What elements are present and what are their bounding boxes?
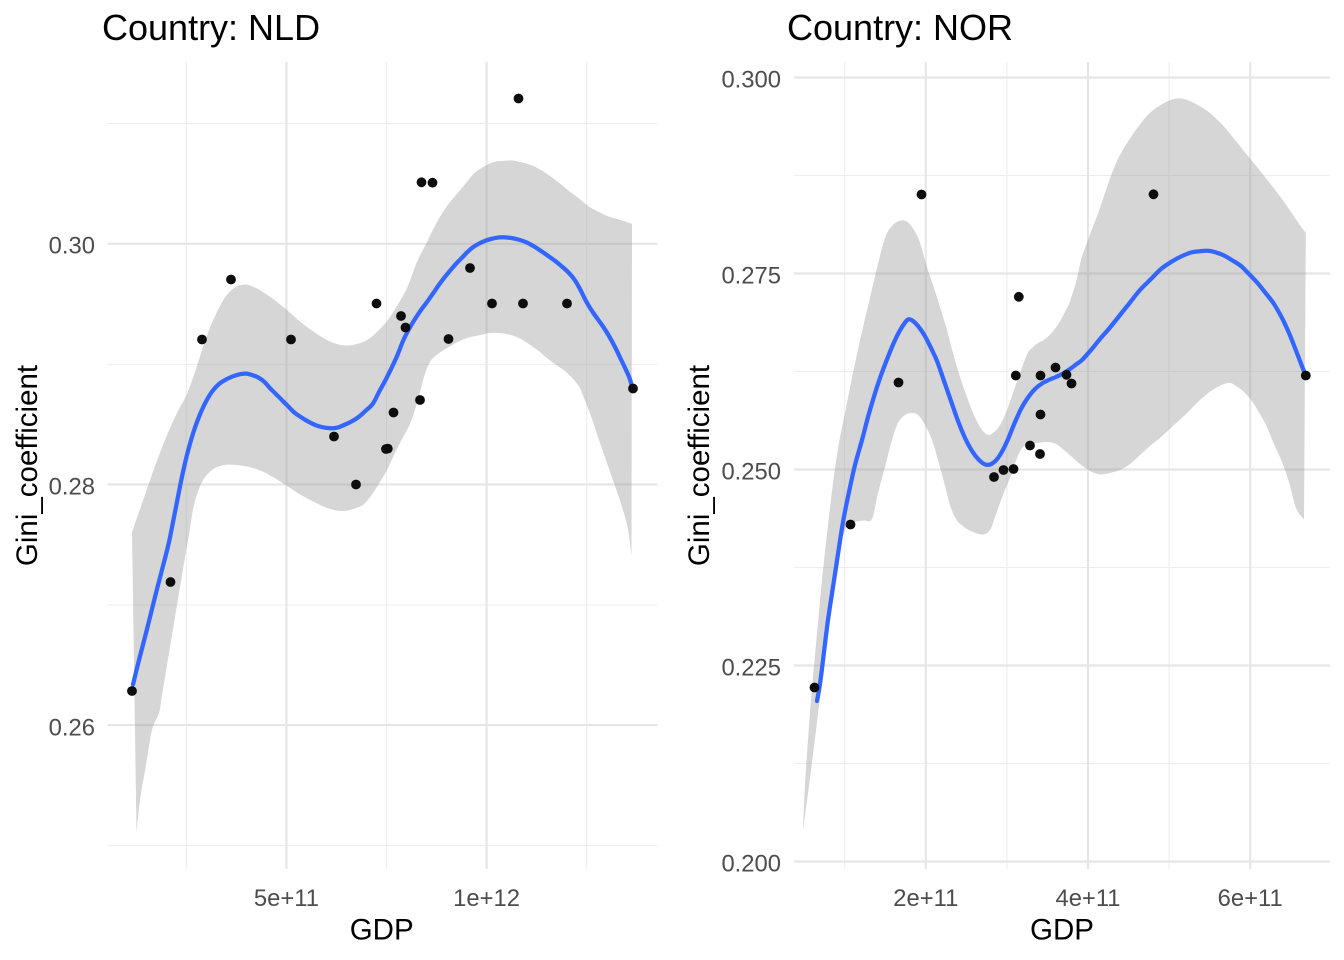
svg-text:6e+11: 6e+11: [1218, 885, 1283, 912]
svg-text:0.275: 0.275: [721, 263, 781, 290]
svg-text:0.28: 0.28: [49, 474, 95, 501]
svg-text:2e+11: 2e+11: [893, 885, 958, 912]
svg-text:1e+12: 1e+12: [453, 885, 520, 912]
svg-text:0.30: 0.30: [49, 233, 95, 260]
svg-text:0.300: 0.300: [721, 67, 781, 94]
svg-text:0.200: 0.200: [721, 851, 781, 878]
svg-text:5e+11: 5e+11: [254, 885, 319, 912]
svg-text:0.225: 0.225: [721, 655, 781, 682]
svg-text:4e+11: 4e+11: [1055, 885, 1120, 912]
svg-text:GDP: GDP: [350, 914, 414, 947]
svg-text:GDP: GDP: [1030, 914, 1094, 947]
svg-text:Gini_coefficient: Gini_coefficient: [683, 365, 716, 566]
svg-text:Country: NOR: Country: NOR: [787, 7, 1013, 48]
svg-text:0.26: 0.26: [49, 714, 95, 741]
svg-text:Gini_coefficient: Gini_coefficient: [11, 365, 44, 566]
svg-text:0.250: 0.250: [721, 459, 781, 486]
svg-text:Country: NLD: Country: NLD: [102, 7, 320, 48]
